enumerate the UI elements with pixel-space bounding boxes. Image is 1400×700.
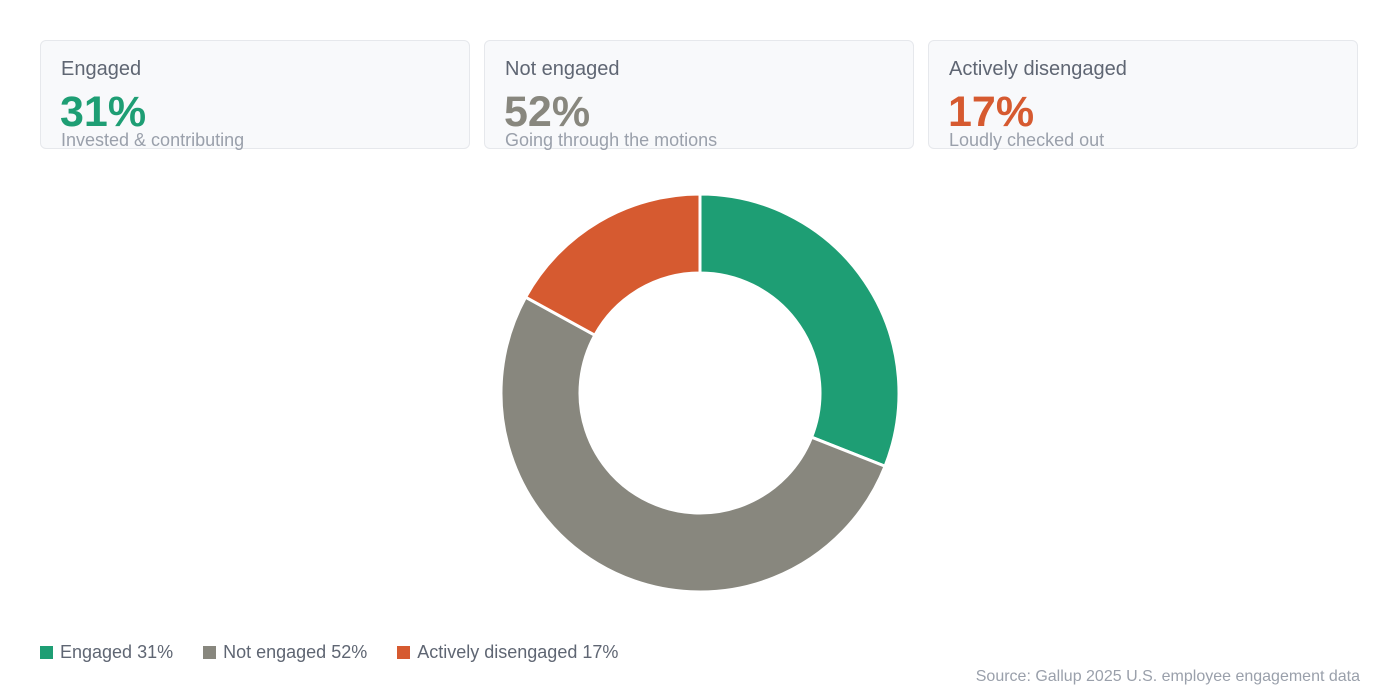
legend-swatch xyxy=(397,646,411,659)
legend-item-engaged[interactable]: Engaged 31% xyxy=(40,642,173,663)
donut-slice-not-engaged[interactable] xyxy=(499,295,887,594)
card-subtitle: Loudly checked out xyxy=(949,130,1105,150)
legend: Engaged 31% Not engaged 52% Actively dis… xyxy=(40,642,618,663)
card-value: 17% xyxy=(948,88,1035,136)
legend-label: Not engaged 52% xyxy=(223,642,368,662)
card-subtitle: Going through the motions xyxy=(505,130,718,150)
legend-label: Actively disengaged 17% xyxy=(417,642,619,662)
card-title: Not engaged xyxy=(505,58,620,80)
card-title: Actively disengaged xyxy=(949,58,1127,80)
card-engaged: Engaged 31% Invested & contributing xyxy=(40,40,470,150)
legend-item-not-engaged[interactable]: Not engaged 52% xyxy=(203,642,367,663)
legend-label: Engaged 31% xyxy=(60,642,174,662)
donut-slice-actively-disengaged[interactable] xyxy=(523,192,702,338)
card-actively-disengaged: Actively disengaged 17% Loudly checked o… xyxy=(928,40,1358,150)
card-value: 52% xyxy=(504,88,591,136)
donut-slice-engaged[interactable] xyxy=(698,192,901,469)
legend-swatch xyxy=(40,646,53,659)
card-not-engaged: Not engaged 52% Going through the motion… xyxy=(484,40,914,150)
card-value: 31% xyxy=(60,88,147,136)
legend-item-actively-disengaged[interactable]: Actively disengaged 17% xyxy=(397,642,618,663)
legend-swatch xyxy=(203,646,217,659)
source-note: Source: Gallup 2025 U.S. employee engage… xyxy=(975,668,1360,685)
card-title: Engaged xyxy=(61,58,142,80)
card-subtitle: Invested & contributing xyxy=(61,130,245,150)
